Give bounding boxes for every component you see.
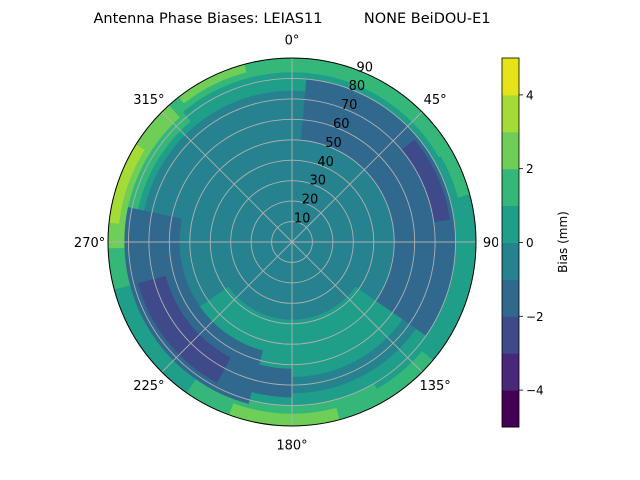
angular-tick-label: 0° [285, 34, 300, 49]
radial-tick-label: 10 [294, 211, 311, 226]
angular-tick-label: 225° [133, 379, 164, 394]
angular-tick-label: 180° [276, 438, 307, 453]
colorbar-band [502, 353, 519, 391]
contour-region [229, 403, 340, 426]
colorbar-band [502, 390, 519, 428]
angular-tick-label: 270° [74, 236, 105, 251]
radial-tick-label: 40 [317, 155, 334, 170]
angular-gridline [161, 111, 293, 243]
colorbar-band [502, 279, 519, 317]
angular-tick-labels: 0°45°90°135°180°225°270°315° [74, 34, 506, 454]
colorbar-tick-label: 0 [526, 236, 534, 250]
radial-tick-label: 60 [333, 117, 350, 132]
polar-frame [107, 57, 477, 427]
contour-region [124, 207, 263, 404]
contour-region [138, 275, 231, 383]
radial-tick-labels: 10 20 30 40 50 60 70 80 90 [294, 60, 373, 226]
contour-region [402, 101, 470, 198]
radial-tick-label: 80 [349, 79, 366, 94]
colorbar-band [502, 205, 519, 243]
colorbar: −4 −2 0 2 4 [498, 56, 544, 429]
colorbar-tick-label: 4 [526, 88, 534, 102]
radial-tick-label: 30 [310, 174, 327, 189]
colorbar-band [502, 316, 519, 354]
radial-tick-label: 50 [325, 136, 342, 151]
angular-tick-label: 135° [419, 379, 450, 394]
angular-gridline [161, 241, 293, 373]
colorbar-label: Bias (mm) [556, 211, 570, 273]
radial-tick-label: 70 [341, 98, 358, 113]
contour-region [376, 351, 433, 402]
colorbar-band [502, 168, 519, 207]
colorbar-tick-label: −2 [526, 310, 544, 324]
contour-region [401, 139, 450, 223]
angular-tick-label: 45° [424, 93, 447, 108]
colorbar-band [502, 131, 519, 170]
colorbar-tick-label: −4 [526, 384, 544, 398]
contour-region [178, 64, 247, 104]
angular-gridline [291, 241, 423, 373]
radial-tick-label: 90 [356, 60, 373, 75]
contour-region [108, 105, 180, 249]
contour-region [238, 361, 292, 398]
polar-grid [107, 57, 477, 427]
chart-title: Antenna Phase Biases: LEIAS11 NONE BeiDO… [93, 11, 490, 27]
angular-tick-label: 315° [133, 93, 164, 108]
radial-tick-label: 20 [302, 193, 319, 208]
angular-gridline [291, 111, 423, 243]
colorbar-band [502, 58, 519, 96]
contour-region [109, 144, 145, 224]
colorbar-tick-label: 2 [526, 162, 534, 176]
colorbar-band [502, 94, 519, 133]
colorbar-band [502, 242, 519, 280]
